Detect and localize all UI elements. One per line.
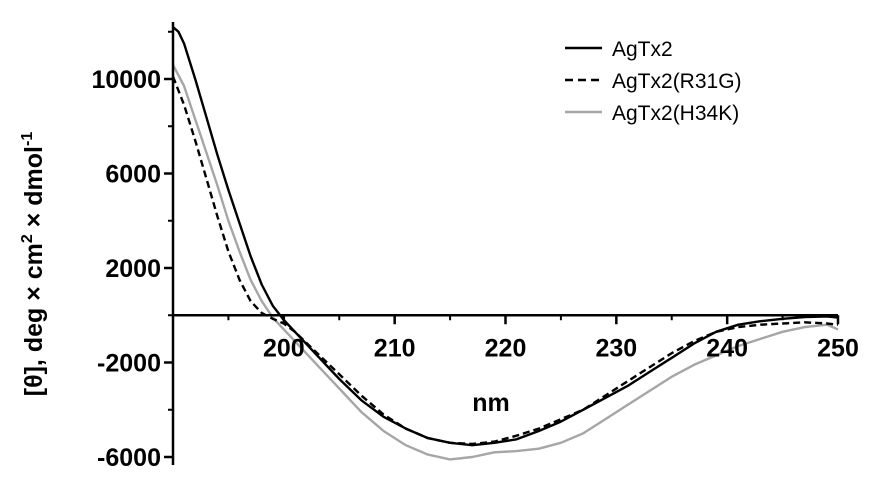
y-tick-label: 2000 bbox=[105, 255, 161, 283]
legend-label-0: AgTx2 bbox=[612, 38, 673, 61]
y-tick-label: 6000 bbox=[105, 161, 161, 189]
x-tick-label: 210 bbox=[374, 334, 416, 362]
legend: AgTx2 AgTx2(R31G) AgTx2(H34K) bbox=[565, 38, 742, 125]
x-tick-label: 200 bbox=[263, 334, 305, 362]
legend-label-2: AgTx2(H34K) bbox=[612, 102, 739, 125]
x-tick-label: 220 bbox=[485, 334, 527, 362]
x-tick-label: 250 bbox=[817, 334, 859, 362]
legend-label-1: AgTx2(R31G) bbox=[612, 70, 742, 93]
y-axis-label: [θ], deg × cm2 × dmol-1 bbox=[19, 132, 48, 397]
y-tick-label: 10000 bbox=[91, 66, 161, 94]
y-tick-label: -6000 bbox=[97, 444, 161, 472]
axes bbox=[164, 22, 840, 465]
series-line-1 bbox=[171, 76, 839, 446]
plot-area bbox=[171, 26, 839, 461]
tick-labels: -6000 -2000 2000 6000 10000 200 210 220 230 240 25… bbox=[91, 66, 858, 472]
x-axis-label: nm bbox=[472, 389, 510, 417]
x-tick-label: 230 bbox=[595, 334, 637, 362]
y-tick-label: -2000 bbox=[97, 350, 161, 378]
x-tick-label: 240 bbox=[706, 334, 748, 362]
series-line-2 bbox=[171, 64, 839, 461]
